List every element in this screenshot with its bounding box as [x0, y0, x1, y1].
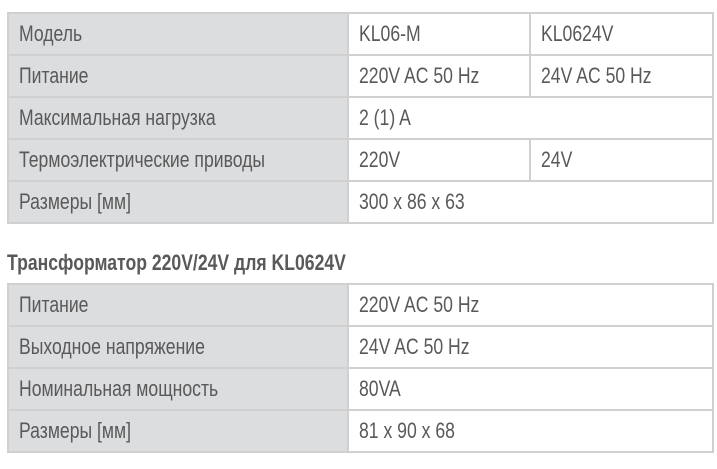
row-value: 24V — [529, 138, 714, 182]
section-title: Трансформатор 220V/24V для KL0624V — [7, 250, 346, 275]
row-label: Номинальная мощность — [7, 367, 349, 411]
row-label: Размеры [мм] — [7, 180, 349, 224]
row-label: Питание — [7, 54, 349, 98]
row-value: 220V AC 50 Hz — [347, 283, 714, 327]
row-value: 24V AC 50 Hz — [529, 54, 714, 98]
transformer-table: Питание 220V AC 50 Hz Выходное напряжени… — [7, 283, 714, 453]
row-value: 24V AC 50 Hz — [347, 325, 714, 369]
table-row: Питание 220V AC 50 Hz 24V AC 50 Hz — [7, 54, 714, 98]
table-row: Модель KL06-M KL0624V — [7, 12, 714, 56]
row-label: Размеры [мм] — [7, 409, 349, 453]
table-row: Питание 220V AC 50 Hz — [7, 283, 714, 327]
row-value: KL06-M — [347, 12, 531, 56]
row-label: Питание — [7, 283, 349, 327]
row-value: 220V — [347, 138, 531, 182]
table-row: Размеры [мм] 300 x 86 x 63 — [7, 180, 714, 224]
row-value: KL0624V — [529, 12, 714, 56]
table-row: Максимальная нагрузка 2 (1) A — [7, 96, 714, 140]
table-row: Термоэлектрические приводы 220V 24V — [7, 138, 714, 182]
row-value: 300 x 86 x 63 — [347, 180, 714, 224]
row-label: Максимальная нагрузка — [7, 96, 349, 140]
row-value: 81 x 90 x 68 — [347, 409, 714, 453]
row-value: 80VA — [347, 367, 714, 411]
table-row: Выходное напряжение 24V AC 50 Hz — [7, 325, 714, 369]
row-label: Модель — [7, 12, 349, 56]
row-label: Выходное напряжение — [7, 325, 349, 369]
row-value: 2 (1) A — [347, 96, 714, 140]
row-label: Термоэлектрические приводы — [7, 138, 349, 182]
table-row: Размеры [мм] 81 x 90 x 68 — [7, 409, 714, 453]
table-row: Номинальная мощность 80VA — [7, 367, 714, 411]
spec-table: Модель KL06-M KL0624V Питание 220V AC 50… — [7, 12, 714, 224]
row-value: 220V AC 50 Hz — [347, 54, 531, 98]
